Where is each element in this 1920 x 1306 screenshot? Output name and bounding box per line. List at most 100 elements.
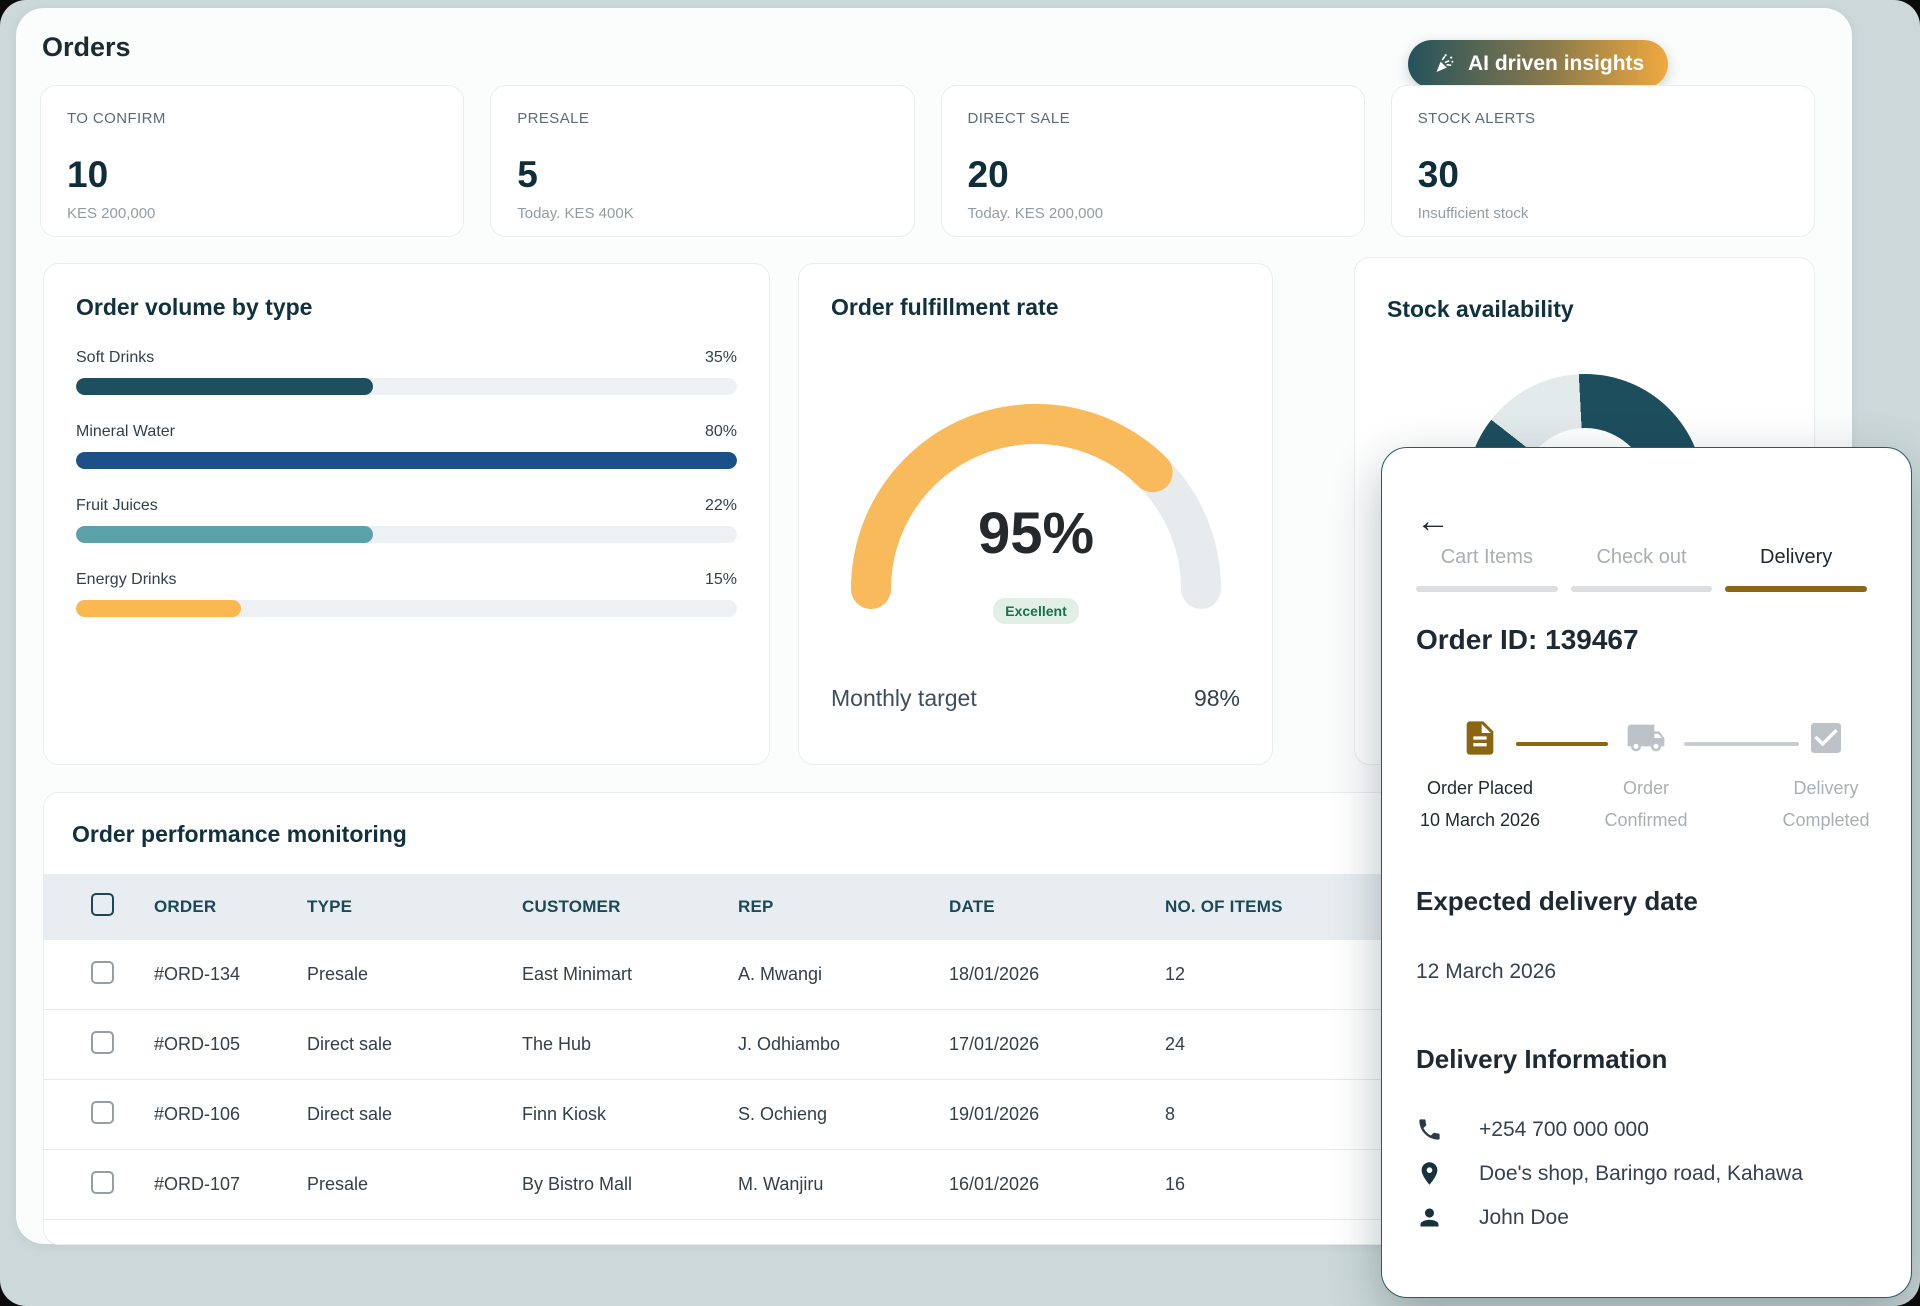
cell-items: 16: [1165, 1174, 1186, 1194]
select-all-checkbox[interactable]: [91, 893, 114, 916]
col-header-type[interactable]: TYPE: [307, 897, 353, 916]
party-popper-icon: [1436, 54, 1454, 72]
stat-card-to-confirm[interactable]: TO CONFIRM 10 KES 200,000: [40, 85, 465, 237]
step-order-confirmed: Order Confirmed: [1586, 718, 1706, 836]
delivery-detail-panel: ← Cart Items Check out Delivery Order ID…: [1381, 447, 1912, 1298]
ai-insights-badge[interactable]: AI driven insights: [1408, 40, 1669, 88]
tab-underline: [1570, 586, 1713, 592]
cell-order: #ORD-134: [154, 964, 241, 984]
gauge-value: 95%: [977, 501, 1095, 566]
delivery-information-heading: Delivery Information: [1416, 1044, 1668, 1074]
ai-insights-label: AI driven insights: [1468, 52, 1645, 75]
row-checkbox[interactable]: [91, 1030, 114, 1054]
cell-date: 17/01/2026: [949, 1034, 1040, 1054]
progress-connector-done: [1516, 742, 1608, 746]
document-icon: [1460, 718, 1500, 758]
cell-rep: M. Wanjiru: [738, 1174, 824, 1194]
tab-underline: [1725, 586, 1868, 592]
cell-type: Presale: [307, 1174, 369, 1194]
col-header-customer[interactable]: CUSTOMER: [522, 897, 621, 916]
cell-customer: East Minimart: [522, 964, 633, 984]
page-title: Orders: [42, 32, 131, 62]
gauge-arc: [851, 403, 1221, 609]
bar-track: [76, 452, 737, 469]
row-checkbox[interactable]: [91, 1170, 114, 1194]
cell-type: Direct sale: [307, 1034, 393, 1054]
chart-title: Order fulfillment rate: [831, 294, 1059, 320]
stat-value: 10: [67, 154, 109, 195]
gauge-rating-badge: Excellent: [993, 598, 1079, 624]
col-header-items[interactable]: NO. OF ITEMS: [1165, 897, 1283, 916]
stat-value: 5: [517, 154, 538, 195]
order-volume-chart-card: Order volume by type Soft Drinks 35% Min…: [43, 263, 770, 765]
back-button[interactable]: ←: [1416, 502, 1450, 540]
order-fulfillment-card: Order fulfillment rate 95% Excellent Mon…: [798, 263, 1273, 765]
checkout-tabs: Cart Items Check out Delivery: [1416, 546, 1868, 592]
cell-order: #ORD-105: [154, 1034, 241, 1054]
tab-label: Delivery: [1760, 546, 1833, 568]
table-row[interactable]: #ORD-107 Presale By Bistro Mall M. Wanji…: [44, 1150, 1814, 1220]
stats-row: TO CONFIRM 10 KES 200,000 PRESALE 5 Toda…: [40, 85, 1815, 237]
tab-delivery[interactable]: Delivery: [1725, 546, 1868, 592]
cell-items: 24: [1165, 1034, 1186, 1054]
stat-sub: KES 200,000: [67, 205, 156, 222]
col-header-rep[interactable]: REP: [738, 897, 774, 916]
monthly-target-label: Monthly target: [831, 685, 977, 711]
bar-track: [76, 526, 737, 543]
cell-customer: Finn Kiosk: [522, 1104, 607, 1124]
cell-customer: The Hub: [522, 1034, 592, 1054]
tab-label: Cart Items: [1440, 546, 1533, 568]
row-checkbox[interactable]: [91, 960, 114, 984]
bar-percent: 80%: [704, 423, 737, 440]
cell-date: 18/01/2026: [949, 964, 1040, 984]
stat-label: PRESALE: [517, 110, 590, 127]
cell-type: Presale: [307, 964, 369, 984]
chart-title: Order volume by type: [76, 294, 313, 320]
table-row[interactable]: #ORD-134 Presale East Minimart A. Mwangi…: [44, 940, 1814, 1010]
cell-rep: J. Odhiambo: [738, 1034, 841, 1054]
step-order-placed: Order Placed 10 March 2026: [1405, 718, 1555, 836]
phone-icon: [1416, 1116, 1443, 1143]
delivery-phone-row: +254 700 000 000: [1416, 1116, 1649, 1143]
contact-text: John Doe: [1479, 1205, 1569, 1229]
progress-connector-pending: [1684, 742, 1799, 746]
cell-rep: S. Ochieng: [738, 1104, 828, 1124]
table-row[interactable]: #ORD-106 Direct sale Finn Kiosk S. Ochie…: [44, 1080, 1814, 1150]
cell-rep: A. Mwangi: [738, 964, 823, 984]
cell-items: 8: [1165, 1104, 1176, 1124]
check-square-icon: [1806, 718, 1846, 758]
step-sublabel: 10 March 2026: [1419, 810, 1541, 830]
stat-sub: Today. KES 200,000: [967, 205, 1104, 222]
col-header-order[interactable]: ORDER: [154, 897, 217, 916]
address-text: Doe's shop, Baringo road, Kahawa: [1479, 1161, 1803, 1185]
stat-value: 30: [1417, 154, 1459, 195]
step-label: Delivery Completed: [1782, 778, 1870, 830]
tab-check-out[interactable]: Check out: [1570, 546, 1713, 592]
order-progress-steps: Order Placed 10 March 2026 Order Confirm…: [1382, 718, 1911, 868]
stat-sub: Today. KES 400K: [517, 205, 634, 222]
stat-value: 20: [967, 154, 1009, 195]
table-row[interactable]: #ORD-105 Direct sale The Hub J. Odhiambo…: [44, 1010, 1814, 1080]
bar-track: [76, 378, 737, 395]
stat-card-stock-alerts[interactable]: STOCK ALERTS 30 Insufficient stock: [1390, 85, 1815, 237]
step-delivery-completed: Delivery Completed: [1761, 718, 1891, 836]
table-title: Order performance monitoring: [72, 821, 407, 847]
bar-track: [76, 600, 737, 617]
bar-group-fruit-juices: Fruit Juices 22%: [76, 497, 737, 543]
order-id-heading: Order ID: 139467: [1416, 624, 1639, 655]
stat-sub: Insufficient stock: [1417, 205, 1529, 222]
bar-label: Soft Drinks: [76, 349, 155, 366]
bar-group-soft-drinks: Soft Drinks 35%: [76, 349, 737, 395]
tab-cart-items[interactable]: Cart Items: [1416, 546, 1558, 592]
bar-fill: [76, 378, 374, 395]
stat-card-presale[interactable]: PRESALE 5 Today. KES 400K: [490, 85, 915, 237]
expected-delivery-date: 12 March 2026: [1416, 960, 1557, 983]
row-checkbox[interactable]: [91, 1100, 114, 1124]
step-label: Order Confirmed: [1604, 778, 1688, 830]
col-header-date[interactable]: DATE: [949, 897, 995, 916]
cell-customer: By Bistro Mall: [522, 1174, 633, 1194]
monthly-target-value: 98%: [1193, 685, 1240, 711]
stat-card-direct-sale[interactable]: DIRECT SALE 20 Today. KES 200,000: [940, 85, 1365, 237]
bar-fill: [76, 600, 242, 617]
